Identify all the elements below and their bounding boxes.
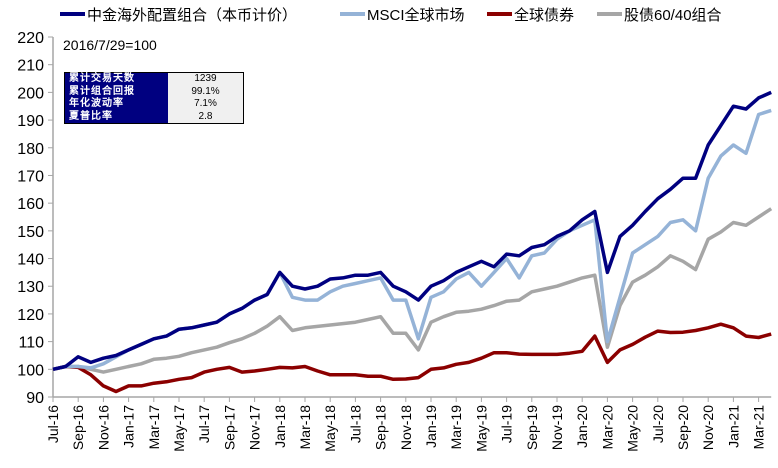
legend-item-portfolio: 中金海外配置组合（本币计价）	[60, 4, 297, 24]
stat-label: 夏普比率	[64, 110, 168, 124]
stat-value: 7.1%	[168, 98, 244, 111]
x-tick-label: Sep-18	[373, 405, 389, 450]
legend-swatch	[340, 12, 365, 16]
y-tick-label: 170	[17, 168, 44, 185]
y-tick-label: 180	[17, 141, 44, 158]
stat-value: 1239	[168, 72, 244, 86]
y-tick-label: 150	[17, 224, 44, 241]
legend-label: 全球债券	[514, 6, 575, 24]
legend-item-msci: MSCI全球市场	[340, 4, 465, 24]
y-tick-label: 160	[17, 196, 44, 213]
stat-value: 99.1%	[168, 85, 244, 98]
stats-row: 夏普比率 2.8	[64, 110, 244, 124]
y-tick-label: 120	[17, 307, 44, 324]
stat-label: 累计交易天数	[64, 72, 168, 86]
legend-item-6040: 股债60/40组合	[597, 4, 722, 24]
x-tick-label: Jul-19	[499, 405, 515, 443]
x-tick-label: Mar-20	[599, 405, 615, 450]
x-tick-label: Mar-19	[448, 405, 464, 450]
x-tick-label: Jan-21	[725, 405, 741, 448]
x-tick-label: Jul-20	[650, 405, 666, 443]
x-tick-label: Sep-16	[70, 405, 86, 450]
legend-label: MSCI全球市场	[367, 6, 465, 24]
series-line-0	[52, 90, 772, 372]
axes: 90 100 110 120 130 140 150 160 170 180 190 200 210 22…	[17, 30, 772, 452]
x-tick-label: May-20	[625, 405, 641, 452]
x-tick-label: Sep-19	[524, 405, 540, 450]
x-tick-label: Mar-21	[751, 405, 767, 450]
y-tick-label: 190	[17, 113, 44, 130]
x-tick-label: Mar-17	[146, 405, 162, 450]
stats-row: 年化波动率 7.1%	[64, 98, 244, 111]
legend-item-bonds: 全球债券	[487, 4, 574, 24]
x-tick-label: Jan-18	[272, 405, 288, 448]
x-tick-label: Jul-17	[196, 405, 212, 443]
legend-swatch	[60, 12, 85, 16]
x-tick-label: May-19	[473, 405, 489, 452]
x-tick-label: Nov-19	[549, 405, 565, 450]
x-tick-label: Jan-20	[574, 405, 590, 448]
legend-label: 股债60/40组合	[624, 6, 722, 24]
y-tick-label: 130	[17, 279, 44, 296]
x-tick-label: Nov-18	[398, 405, 414, 450]
x-tick-label: Sep-20	[675, 405, 691, 450]
series-line-2	[52, 322, 772, 394]
x-tick-label: Jul-18	[347, 405, 363, 443]
stat-value: 2.8	[168, 110, 244, 124]
stats-row: 累计组合回报 99.1%	[64, 85, 244, 98]
y-tick-label: 90	[26, 390, 44, 407]
x-tick-label: Nov-16	[95, 405, 111, 450]
x-tick-label: Jan-19	[423, 405, 439, 448]
x-tick-label: Jan-17	[121, 405, 137, 448]
legend-swatch	[597, 12, 622, 16]
x-tick-label: Jul-16	[45, 405, 61, 443]
y-tick-label: 220	[17, 30, 44, 47]
x-tick-label: Nov-20	[700, 405, 716, 450]
y-tick-label: 140	[17, 252, 44, 269]
x-tick-label: May-18	[322, 405, 338, 452]
legend-swatch	[487, 12, 512, 16]
legend-label: 中金海外配置组合（本币计价）	[87, 6, 298, 24]
stats-table: 累计交易天数 1239 累计组合回报 99.1% 年化波动率 7.1% 夏普比率 2.8	[64, 72, 244, 124]
stat-label: 累计组合回报	[64, 85, 168, 98]
stat-label: 年化波动率	[64, 98, 168, 111]
x-tick-label: Sep-17	[221, 405, 237, 450]
y-tick-label: 210	[17, 58, 44, 75]
base-date-note: 2016/7/29=100	[63, 37, 157, 53]
series-lines	[52, 90, 773, 394]
y-tick-label: 110	[18, 335, 44, 352]
x-tick-label: Mar-18	[297, 405, 313, 450]
series-line-3	[52, 207, 773, 374]
y-tick-label: 100	[17, 362, 44, 379]
stats-row: 累计交易天数 1239	[64, 72, 244, 86]
y-tick-label: 200	[17, 85, 44, 102]
x-tick-label: Nov-17	[247, 405, 263, 450]
x-tick-label: May-17	[171, 405, 187, 452]
